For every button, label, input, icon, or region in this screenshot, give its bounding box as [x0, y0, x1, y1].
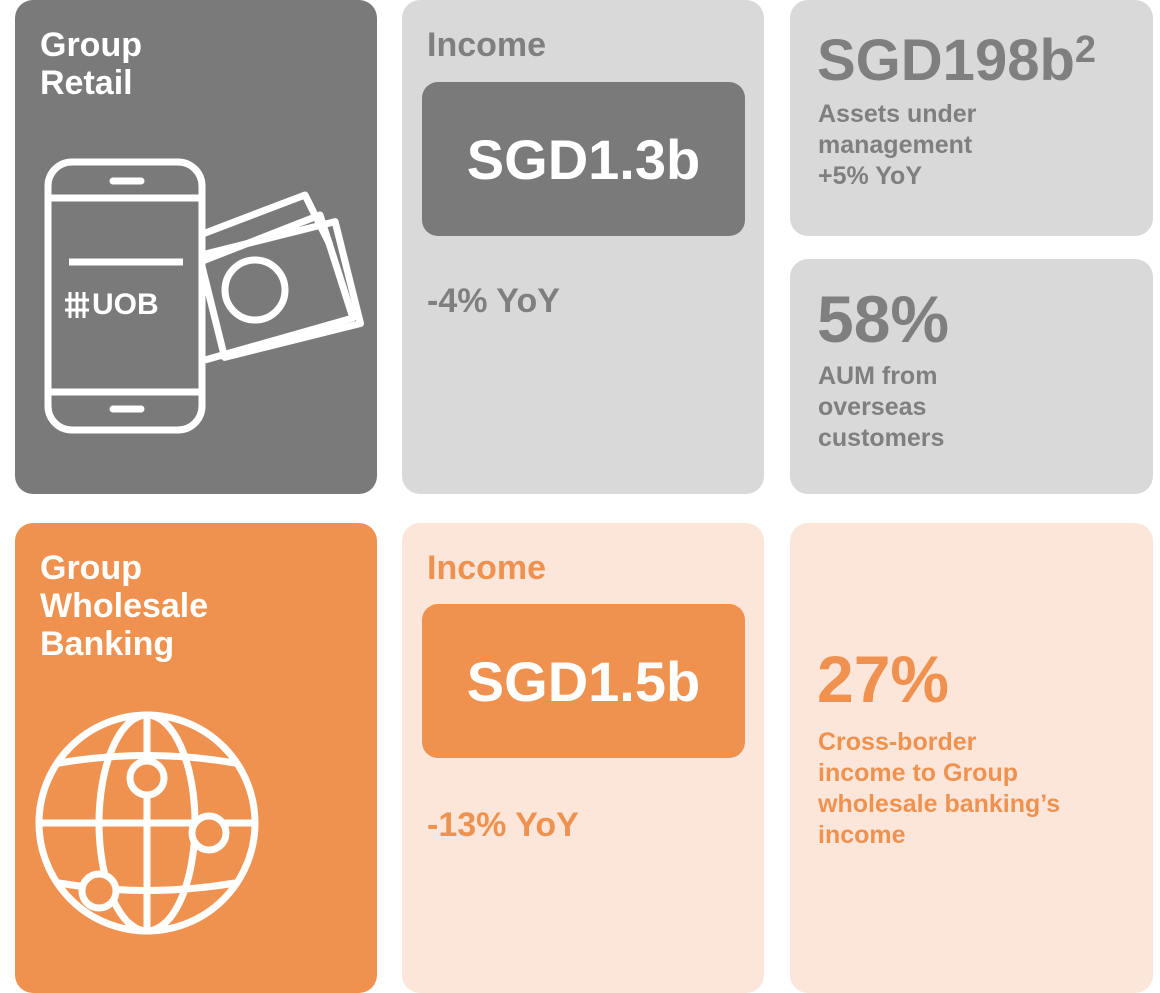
- wholesale-card: Group Wholesale Banking: [15, 523, 377, 993]
- footnote-mark: 2: [1074, 29, 1097, 71]
- aum-value: SGD198b: [817, 28, 1075, 93]
- title-line: Group: [40, 26, 142, 64]
- caption-line: customers: [818, 424, 945, 452]
- caption-line: Cross-border: [818, 728, 977, 756]
- logo-text: UOB: [92, 288, 159, 321]
- cross-border-card: 27% Cross-border income to Group wholesa…: [790, 523, 1153, 993]
- title-line: Retail: [40, 64, 133, 102]
- caption-line: Assets under: [818, 100, 977, 128]
- aum-value-wrap: SGD198b2: [817, 18, 1096, 93]
- income-value: SGD1.3b: [422, 82, 745, 236]
- income-change: -4% YoY: [427, 282, 560, 320]
- aum-card: SGD198b2 Assets under management +5% YoY: [790, 0, 1153, 236]
- phone-money-icon: UOB: [44, 158, 365, 434]
- overseas-value: 58%: [817, 282, 950, 356]
- cross-border-value: 27%: [817, 642, 950, 716]
- title-line: Wholesale: [40, 587, 209, 625]
- caption-line: management: [818, 131, 973, 159]
- caption-line: overseas: [818, 393, 927, 421]
- caption-line: income: [818, 821, 906, 849]
- title-line: Banking: [40, 625, 175, 663]
- retail-income-card: Income SGD1.3b -4% YoY: [402, 0, 764, 494]
- wholesale-title: Group Wholesale Banking: [40, 549, 208, 663]
- income-label: Income: [427, 549, 547, 587]
- globe-icon: [35, 711, 259, 935]
- caption-line: +5% YoY: [818, 162, 922, 190]
- income-value: SGD1.5b: [422, 604, 745, 758]
- retail-title: Group Retail: [40, 26, 142, 102]
- income-label: Income: [427, 26, 547, 64]
- wholesale-income-card: Income SGD1.5b -13% YoY: [402, 523, 764, 993]
- income-change: -13% YoY: [427, 806, 579, 844]
- aum-caption: Assets under management +5% YoY: [818, 99, 976, 192]
- caption-line: income to Group: [818, 759, 1018, 787]
- caption-line: AUM from: [818, 362, 938, 390]
- retail-card: Group Retail UOB: [15, 0, 377, 494]
- caption-line: wholesale banking’s: [818, 790, 1061, 818]
- overseas-caption: AUM from overseas customers: [818, 361, 944, 454]
- overseas-card: 58% AUM from overseas customers: [790, 259, 1153, 494]
- cross-border-caption: Cross-border income to Group wholesale b…: [818, 727, 1060, 851]
- title-line: Group: [40, 549, 142, 587]
